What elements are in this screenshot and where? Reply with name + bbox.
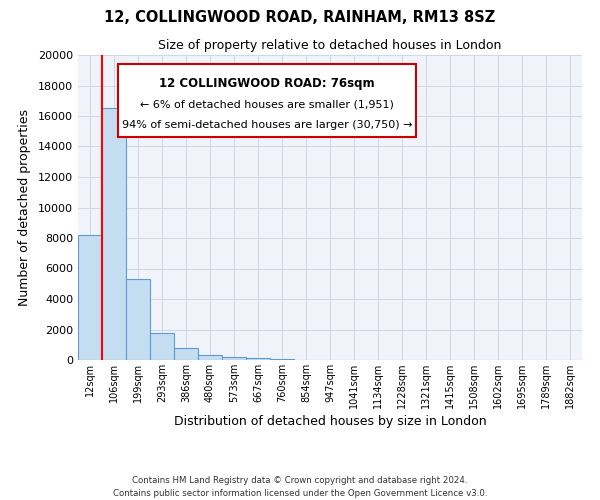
- Text: ← 6% of detached houses are smaller (1,951): ← 6% of detached houses are smaller (1,9…: [140, 100, 394, 110]
- Bar: [102, 108, 126, 360]
- Text: 12, COLLINGWOOD ROAD, RAINHAM, RM13 8SZ: 12, COLLINGWOOD ROAD, RAINHAM, RM13 8SZ: [104, 10, 496, 25]
- Bar: [126, 279, 150, 360]
- Bar: [222, 357, 246, 360]
- Text: 94% of semi-detached houses are larger (30,750) →: 94% of semi-detached houses are larger (…: [122, 120, 412, 130]
- Bar: [78, 235, 102, 360]
- Text: 12 COLLINGWOOD ROAD: 76sqm: 12 COLLINGWOOD ROAD: 76sqm: [159, 78, 375, 90]
- Title: Size of property relative to detached houses in London: Size of property relative to detached ho…: [158, 40, 502, 52]
- Bar: [198, 356, 222, 360]
- Bar: [174, 348, 198, 360]
- Y-axis label: Number of detached properties: Number of detached properties: [18, 109, 31, 306]
- Bar: [270, 359, 294, 360]
- Text: Contains HM Land Registry data © Crown copyright and database right 2024.
Contai: Contains HM Land Registry data © Crown c…: [113, 476, 487, 498]
- Bar: [246, 358, 270, 360]
- Bar: [150, 332, 174, 360]
- X-axis label: Distribution of detached houses by size in London: Distribution of detached houses by size …: [173, 415, 487, 428]
- FancyBboxPatch shape: [118, 64, 416, 138]
